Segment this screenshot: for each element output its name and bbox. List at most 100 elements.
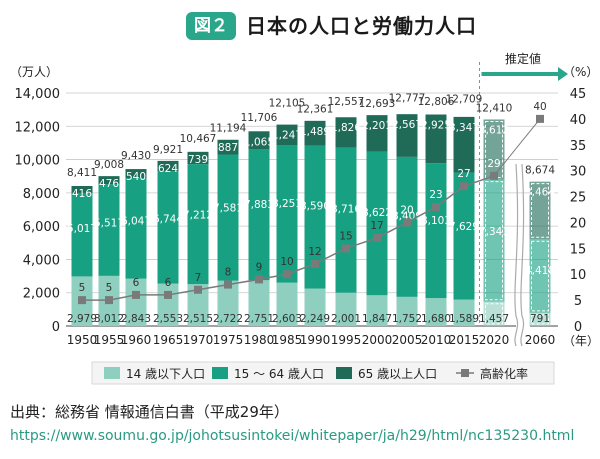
x-tick-label: 2000 <box>362 333 393 347</box>
bar-segment-age15-64 <box>217 154 239 281</box>
aging-rate-label: 23 <box>429 189 442 201</box>
bar-segment-age15-64 <box>396 156 418 297</box>
legend-swatch <box>336 367 352 379</box>
x-tick-label: 1980 <box>244 333 275 347</box>
aging-rate-point <box>373 233 381 242</box>
x-tick-label: 2015 <box>449 333 480 347</box>
estimate-bar-outline <box>531 314 549 325</box>
y-tick-label-left: 4,000 <box>23 253 60 268</box>
bar-segment-age0-14 <box>425 298 447 326</box>
aging-rate-label: 5 <box>79 282 86 294</box>
bar-segment-age0-14 <box>248 280 270 326</box>
bar-segment-age0-14 <box>529 312 551 326</box>
data-label-age0-14: 2,001 <box>331 313 361 325</box>
aging-rate-label: 9 <box>256 261 263 273</box>
x-tick-label: 1960 <box>121 333 152 347</box>
data-label-age0-14: 2,603 <box>272 313 302 325</box>
data-label-age15-64: 5,517 <box>94 218 124 230</box>
aging-rate-point <box>460 182 468 191</box>
total-label: 12,777 <box>389 92 426 104</box>
legend-box <box>91 361 555 385</box>
data-label-age65plus: 739 <box>188 154 208 166</box>
aging-rate-point <box>164 290 172 299</box>
bar-segment-age0-14 <box>276 282 298 326</box>
bar-segment-age0-14 <box>125 278 147 326</box>
bar-segment-age65plus <box>276 124 298 146</box>
aging-rate-label: 6 <box>133 277 140 289</box>
data-label-age15-64: 8,103 <box>421 215 451 227</box>
bar-segment-age15-64 <box>483 179 505 302</box>
bar-segment-age65plus <box>304 120 326 146</box>
estimate-bar-outline <box>531 240 549 312</box>
estimate-bar-outline <box>485 181 503 301</box>
y-tick-label-right: 25 <box>570 191 587 206</box>
bar-segment-age15-64 <box>248 149 270 281</box>
aging-rate-point <box>536 114 544 123</box>
data-label-age0-14: 2,249 <box>300 313 330 325</box>
total-label: 12,361 <box>297 103 334 115</box>
bar-segment-age65plus <box>125 169 147 179</box>
data-label-age0-14: 1,457 <box>479 313 509 325</box>
legend-swatch <box>212 367 228 379</box>
total-label: 10,467 <box>180 133 217 145</box>
bar-segment-age15-64 <box>157 171 179 284</box>
bar-segment-age0-14 <box>366 295 388 326</box>
left-axis-unit: （万人） <box>10 65 58 79</box>
total-label: 12,105 <box>269 98 306 110</box>
aging-rate-point <box>78 296 86 305</box>
source-url-link[interactable]: https://www.soumu.go.jp/johotsusintokei/… <box>10 428 575 444</box>
y-tick-label-right: 10 <box>570 268 587 283</box>
estimate-label: 推定値 <box>505 51 541 66</box>
data-label-age15-64: 8,251 <box>272 198 302 210</box>
x-tick-label: 1985 <box>272 333 303 347</box>
figure-number-badge: 図２ <box>186 12 236 40</box>
data-label-age65plus: 624 <box>158 163 178 175</box>
data-label-age65plus: 476 <box>99 178 119 190</box>
bar-segment-age65plus <box>187 151 209 165</box>
bar-segment-age65plus <box>335 117 357 148</box>
x-tick-label: 1975 <box>213 333 244 347</box>
y-tick-label-left: 0 <box>52 320 60 335</box>
total-label: 12,806 <box>418 96 455 108</box>
data-label-age15-64: 5,017 <box>67 223 97 235</box>
y-tick-label-left: 14,000 <box>15 87 61 102</box>
total-label: 11,706 <box>241 112 278 124</box>
data-label-age65plus: 1,489 <box>300 126 330 138</box>
y-tick-label-left: 8,000 <box>23 187 60 202</box>
aging-rate-point <box>342 244 350 253</box>
y-tick-label-right: 5 <box>574 294 582 309</box>
bar-segment-age0-14 <box>217 280 239 326</box>
bar-segment-age65plus <box>483 119 505 180</box>
bar-segment-age0-14 <box>453 299 475 326</box>
x-tick-label: 1995 <box>331 333 362 347</box>
bar-segment-age15-64 <box>453 172 475 300</box>
bar-segment-age15-64 <box>529 239 551 313</box>
total-label: 12,410 <box>476 102 513 114</box>
bar-segment-age15-64 <box>187 164 209 285</box>
data-label-age15-64: 6,744 <box>153 213 183 225</box>
bar-segment-age65plus <box>425 114 447 164</box>
y-tick-label-right: 15 <box>570 242 587 257</box>
data-label-age15-64: 7,212 <box>183 210 213 222</box>
aging-rate-point <box>105 296 113 305</box>
bar-segment-age0-14 <box>304 288 326 326</box>
y-tick-label-right: 0 <box>574 320 582 335</box>
data-label-age15-64: 7,629 <box>449 221 479 233</box>
aging-rate-point <box>403 218 411 227</box>
data-label-age15-64: 6,047 <box>121 215 151 227</box>
bar-segment-age15-64 <box>425 163 447 299</box>
figure-title: 日本の人口と労働力人口 <box>246 14 477 38</box>
x-tick-label: 1965 <box>153 333 184 347</box>
x-tick-label: 1955 <box>94 333 125 347</box>
data-label-age0-14: 2,751 <box>244 313 274 325</box>
bar-segment-age65plus <box>248 131 270 150</box>
legend-label: 14 歳以下人口 <box>126 367 205 381</box>
data-label-age0-14: 791 <box>530 313 550 325</box>
aging-rate-label: 8 <box>225 267 232 279</box>
data-label-age15-64: 7,581 <box>213 203 243 215</box>
bar-segment-age0-14 <box>396 296 418 326</box>
total-label: 12,557 <box>328 96 365 108</box>
bar-segment-age65plus <box>71 186 93 193</box>
data-label-age65plus: 2,925 <box>421 120 451 132</box>
x-axis-unit: （年） <box>563 334 599 348</box>
